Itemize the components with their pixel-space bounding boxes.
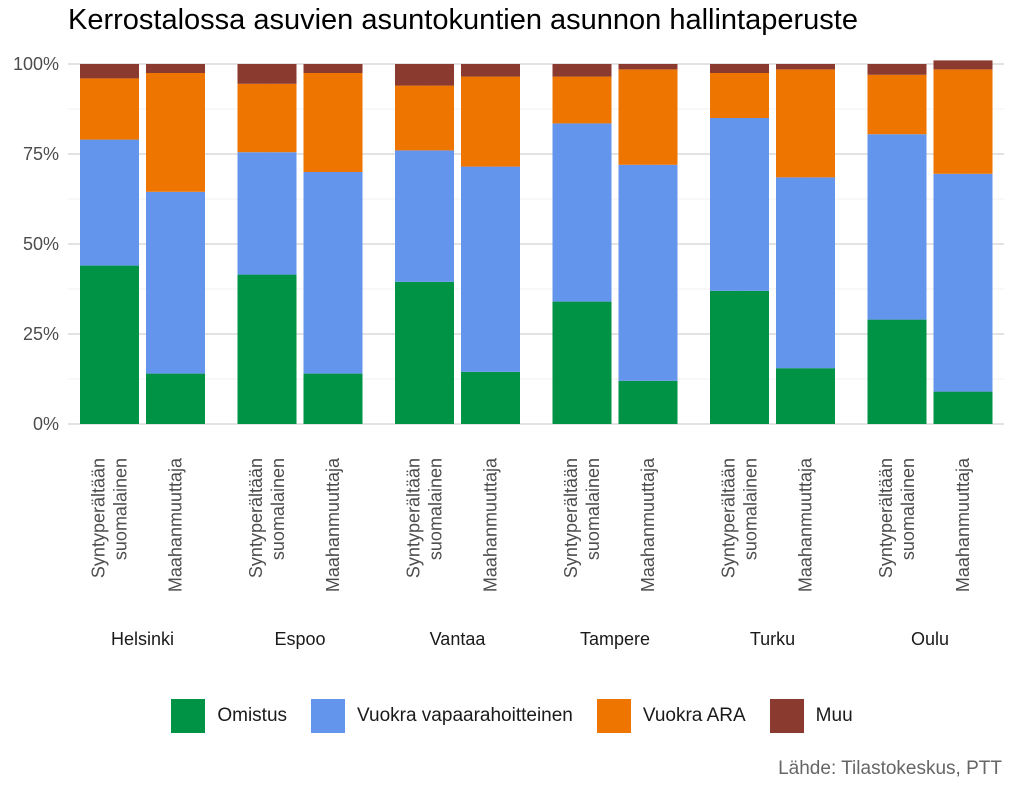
group-label: Helsinki (111, 629, 174, 649)
bar-segment-muu (710, 64, 769, 73)
x-tick-label: Syntyperältään (719, 458, 739, 578)
chart-title: Kerrostalossa asuvien asuntokuntien asun… (68, 4, 858, 36)
legend-label: Vuokra vapaarahoitteinen (357, 705, 573, 726)
legend-swatch (311, 699, 346, 733)
bar-segment-muu (461, 64, 520, 77)
bar-segment-vuokra-ara (303, 73, 363, 172)
group-label: Espoo (274, 629, 325, 649)
bar-segment-muu (303, 64, 363, 73)
legend-label: Omistus (217, 705, 288, 726)
legend-item: Vuokra ARA (596, 699, 746, 733)
x-tick-label: Maahanmuuttaja (166, 457, 186, 592)
bar-segment-vuokra-vapaarahoitteinen (552, 123, 612, 302)
bar-segment-vuokra-ara (552, 76, 612, 124)
source-note: Lähde: Tilastokeskus, PTT (778, 758, 1002, 779)
bar-segment-muu (237, 64, 297, 84)
bar-segment-vuokra-ara (461, 76, 520, 167)
bar-segment-vuokra-vapaarahoitteinen (237, 152, 297, 275)
x-tick-label: Syntyperältään (876, 458, 896, 578)
group-label: Oulu (911, 629, 949, 649)
y-tick-label: 25% (23, 324, 59, 344)
bar-segment-vuokra-ara (146, 73, 205, 192)
y-tick-label: 0% (33, 414, 59, 434)
bar-segment-muu (933, 60, 993, 70)
bar-segment-vuokra-vapaarahoitteinen (710, 118, 769, 291)
bar-segment-omistus (933, 391, 993, 424)
x-tick-label: suomalainen (583, 458, 603, 560)
x-tick-label: Syntyperältään (561, 458, 581, 578)
legend-item: Omistus (171, 699, 287, 733)
bar-segment-omistus (710, 290, 769, 424)
bar-segment-vuokra-ara (867, 74, 927, 135)
y-tick-label: 100% (13, 54, 59, 74)
bar-segment-omistus (461, 371, 520, 424)
bar-segment-vuokra-vapaarahoitteinen (395, 150, 454, 282)
bar-segment-omistus (395, 281, 454, 424)
bar-segment-vuokra-ara (237, 83, 297, 153)
x-tick-label: Maahanmuuttaja (796, 457, 816, 592)
group-label: Turku (750, 629, 795, 649)
bar-segment-omistus (867, 319, 927, 424)
bar-segment-omistus (618, 380, 678, 424)
y-tick-label: 75% (23, 144, 59, 164)
legend-item: Vuokra vapaarahoitteinen (311, 699, 573, 733)
legend: Omistus Vuokra vapaarahoitteinen Vuokra AR… (0, 696, 1024, 736)
group-label: Tampere (580, 629, 650, 649)
bar-segment-vuokra-ara (618, 69, 678, 165)
bar-segment-muu (80, 64, 139, 79)
stacked-bar-chart: 0%25%50%75%100%Syntyperältään suomalainen… (13, 54, 1004, 649)
x-tick-label: Maahanmuuttaja (323, 457, 343, 592)
bar-segment-vuokra-vapaarahoitteinen (461, 166, 520, 372)
legend-label: Vuokra ARA (642, 705, 746, 726)
bar-segment-vuokra-ara (776, 69, 835, 178)
bar-segment-omistus (80, 265, 139, 424)
bar-segment-vuokra-ara (933, 69, 993, 174)
bar-segment-omistus (237, 274, 297, 424)
bar-segment-omistus (146, 373, 205, 424)
bar-segment-muu (776, 64, 835, 70)
bar-segment-vuokra-vapaarahoitteinen (303, 172, 363, 374)
bar-segment-omistus (776, 368, 835, 424)
x-tick-label: Syntyperältään (404, 458, 424, 578)
bar-segment-vuokra-ara (395, 85, 454, 151)
bar-segment-vuokra-vapaarahoitteinen (146, 191, 205, 374)
bar-segment-muu (395, 64, 454, 86)
legend-swatch (596, 699, 631, 733)
x-tick-label: Syntyperältään (89, 458, 109, 578)
x-tick-label: Maahanmuuttaja (638, 457, 658, 592)
bar-segment-vuokra-vapaarahoitteinen (776, 177, 835, 369)
y-tick-label: 50% (23, 234, 59, 254)
x-tick-label: Syntyperältään (246, 458, 266, 578)
legend-swatch (171, 699, 206, 733)
bar-segment-vuokra-vapaarahoitteinen (618, 164, 678, 381)
x-tick-label: suomalainen (741, 458, 761, 560)
x-tick-label: suomalainen (268, 458, 288, 560)
bar-segment-muu (146, 64, 205, 73)
bar-segment-vuokra-ara (710, 73, 769, 118)
bar-segment-vuokra-vapaarahoitteinen (933, 173, 993, 392)
x-tick-label: suomalainen (898, 458, 918, 560)
x-tick-label: Maahanmuuttaja (953, 457, 973, 592)
bar-segment-muu (867, 64, 927, 75)
legend-item: Muu (769, 699, 853, 733)
bar-segment-muu (552, 64, 612, 77)
legend-swatch (769, 699, 804, 733)
bar-segment-vuokra-ara (80, 78, 139, 140)
group-label: Vantaa (430, 629, 487, 649)
legend-label: Muu (815, 705, 853, 726)
x-tick-label: Maahanmuuttaja (481, 457, 501, 592)
bar-segment-omistus (303, 373, 363, 424)
bar-segment-vuokra-vapaarahoitteinen (867, 134, 927, 320)
x-tick-label: suomalainen (111, 458, 131, 560)
x-tick-label: suomalainen (426, 458, 446, 560)
bar-segment-vuokra-vapaarahoitteinen (80, 139, 139, 266)
bar-segment-muu (618, 64, 678, 70)
bar-segment-omistus (552, 301, 612, 424)
